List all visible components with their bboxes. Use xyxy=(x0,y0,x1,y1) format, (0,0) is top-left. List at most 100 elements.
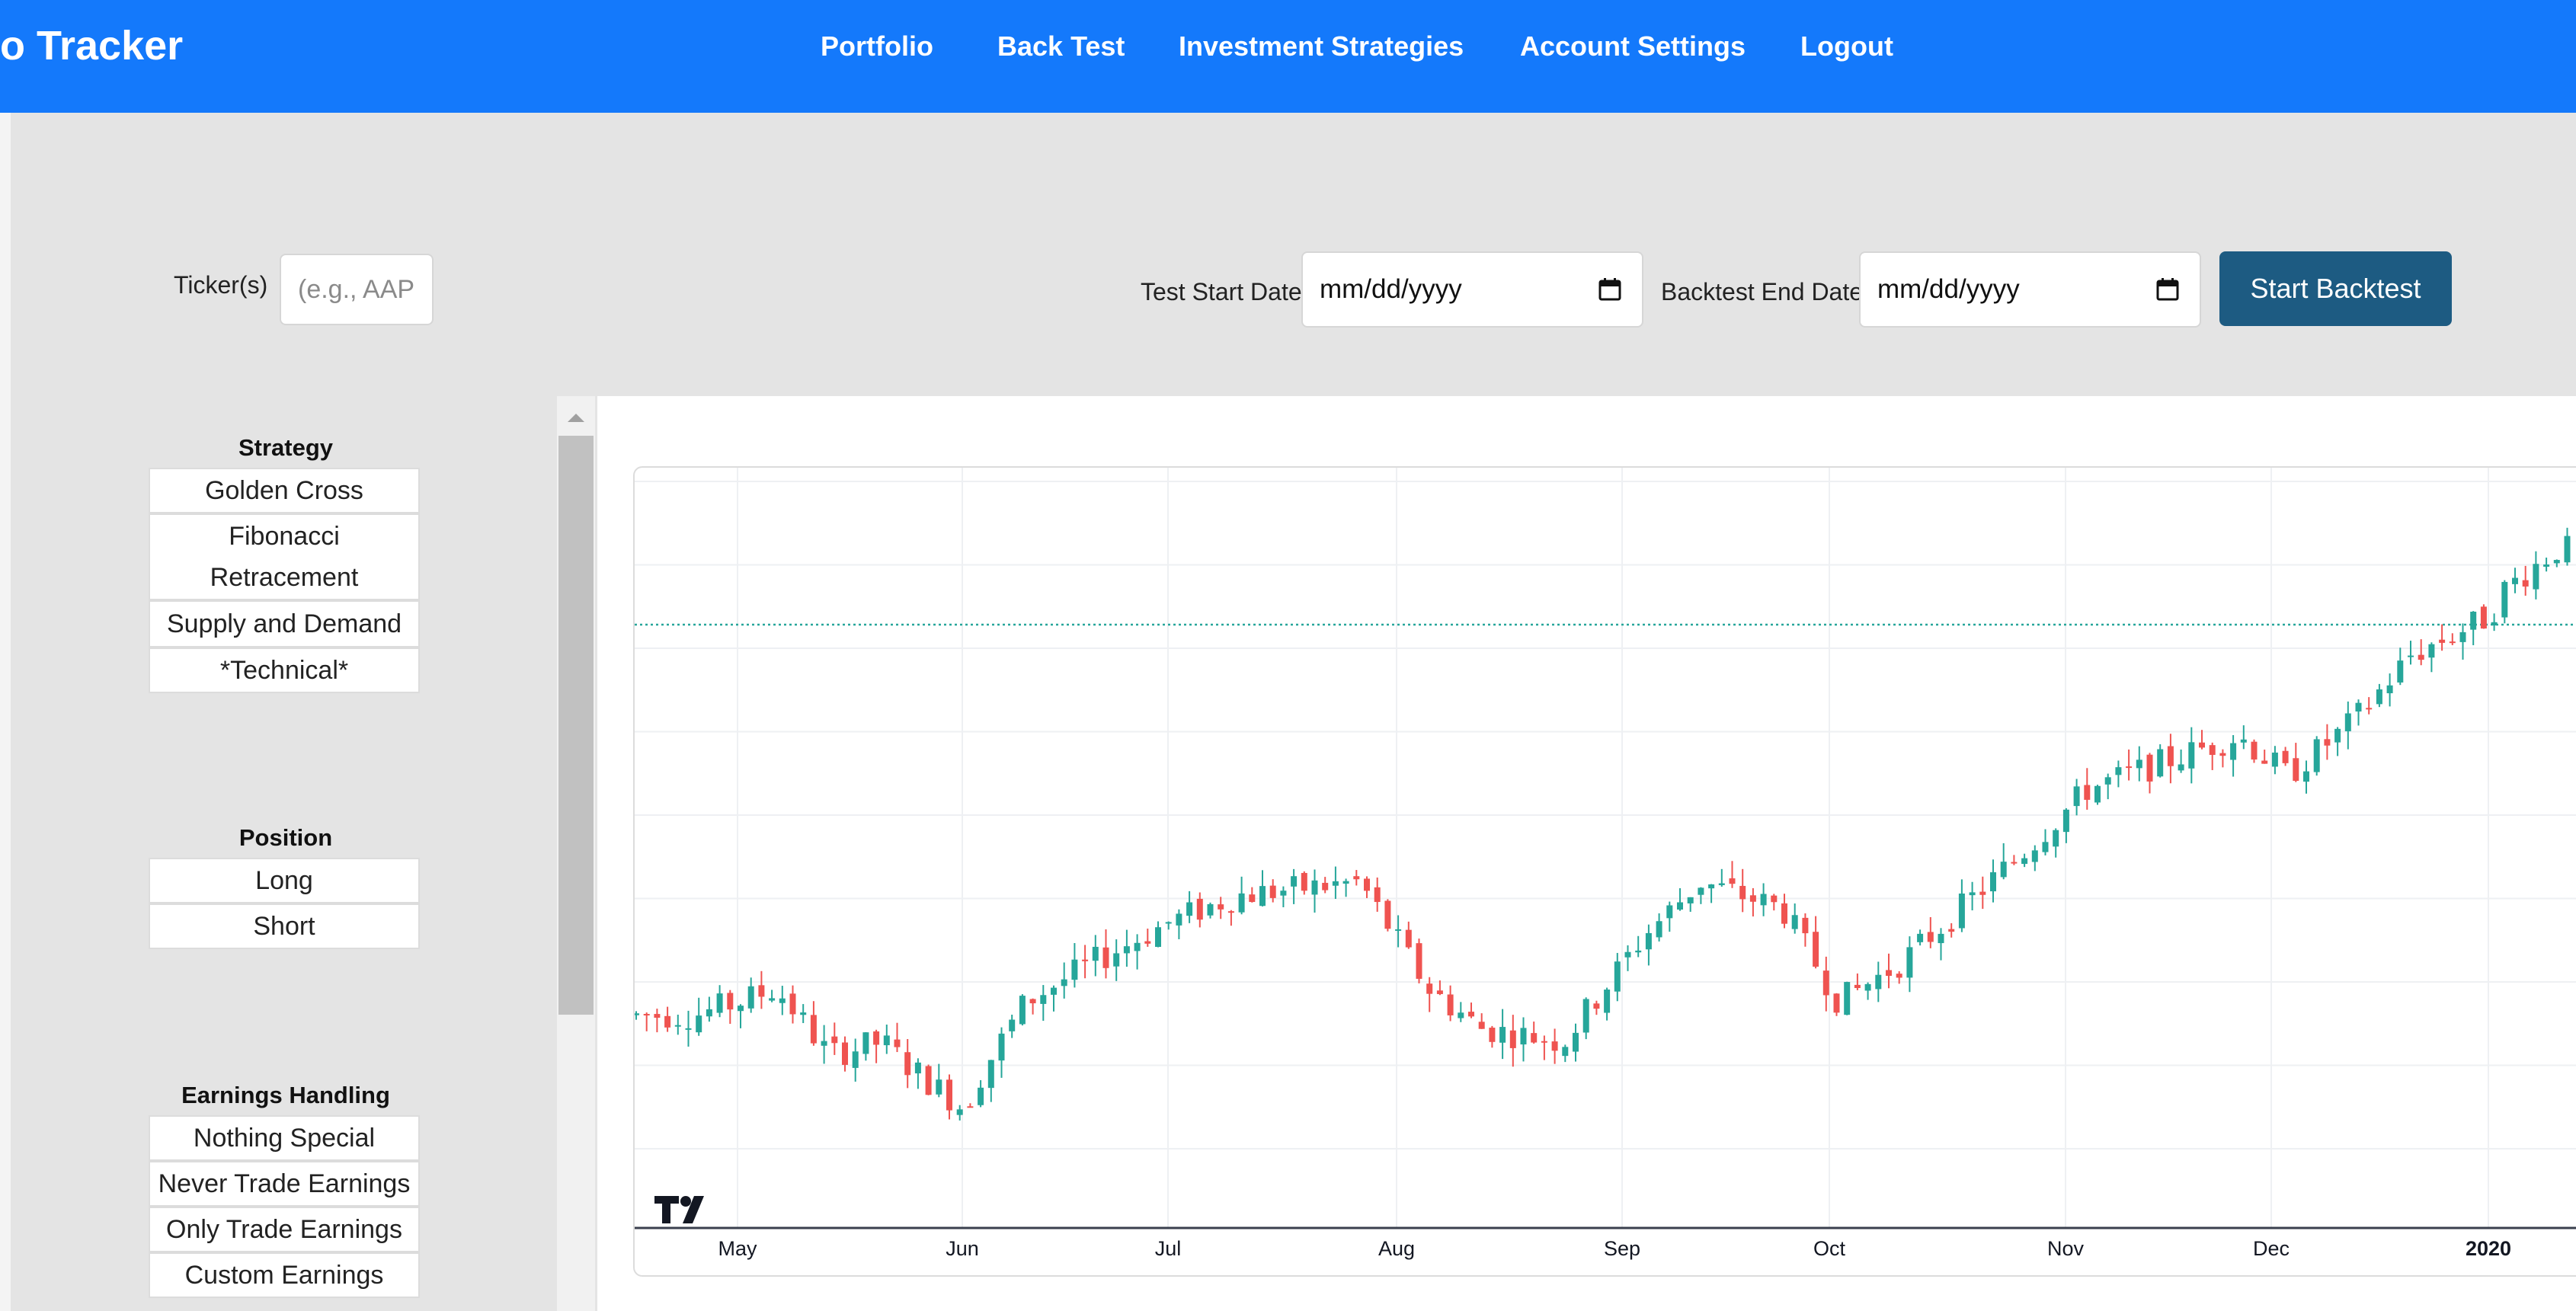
candle-up xyxy=(1123,946,1130,954)
candle-up xyxy=(1718,883,1725,885)
candle-up xyxy=(1395,929,1402,931)
candle-down xyxy=(2084,785,2091,800)
candle-up xyxy=(1499,1027,1506,1043)
position-option-long[interactable]: Long xyxy=(149,858,420,903)
calendar-icon[interactable] xyxy=(1598,277,1622,302)
candle-down xyxy=(2126,766,2133,769)
candle-up xyxy=(2313,739,2320,772)
candle-up xyxy=(2397,660,2404,683)
candle-up xyxy=(2042,842,2049,852)
start-date-input[interactable]: mm/dd/yyyy xyxy=(1301,251,1643,328)
strategy-option-fibonacci[interactable]: Fibonacci Retracement xyxy=(149,513,420,600)
candle-up xyxy=(2470,611,2477,630)
candle-down xyxy=(758,985,765,997)
start-backtest-button[interactable]: Start Backtest xyxy=(2219,251,2452,326)
candle-up xyxy=(1342,881,1349,884)
candle-up xyxy=(635,1013,639,1015)
candle-up xyxy=(862,1032,869,1054)
candle-down xyxy=(1489,1028,1496,1042)
end-date-input[interactable]: mm/dd/yyyy xyxy=(1859,251,2201,328)
candle-up xyxy=(800,1012,807,1015)
candle-down xyxy=(1322,882,1329,891)
chart-scrollbar[interactable] xyxy=(557,396,595,1311)
calendar-icon[interactable] xyxy=(2155,277,2180,302)
x-tick-label: Dec xyxy=(2253,1237,2290,1260)
earnings-title: Earnings Handling xyxy=(181,1082,390,1108)
candle-down xyxy=(2480,606,2487,629)
candlestick-chart[interactable]: May Jun Jul Aug Sep Oct Nov Dec 2020 xyxy=(633,466,2576,1277)
candle-down xyxy=(643,1014,650,1016)
candle-up xyxy=(2491,622,2498,626)
candle-down xyxy=(2167,746,2174,766)
nav-link-investment-strategies[interactable]: Investment Strategies xyxy=(1179,30,1464,62)
candle-up xyxy=(1259,886,1266,907)
candle-up xyxy=(2271,752,2278,767)
x-tick-label: Oct xyxy=(1813,1237,1846,1260)
candle-up xyxy=(978,1087,984,1105)
candle-up xyxy=(769,998,776,1001)
candle-down xyxy=(1353,876,1360,880)
candle-up xyxy=(1458,1012,1464,1018)
candle-down xyxy=(1896,974,1902,978)
x-tick-label: Aug xyxy=(1378,1237,1415,1260)
nav-link-logout[interactable]: Logout xyxy=(1800,30,1893,62)
candle-up xyxy=(2344,713,2351,731)
x-tick-label: Sep xyxy=(1604,1237,1640,1260)
candle-down xyxy=(2439,639,2446,643)
candle-up xyxy=(1656,921,1662,938)
candle-down xyxy=(1802,917,1809,934)
candle-up xyxy=(1040,995,1047,1004)
earnings-option-custom[interactable]: Custom Earnings xyxy=(149,1252,420,1298)
candle-down xyxy=(1948,929,1955,932)
earnings-option-never-trade[interactable]: Never Trade Earnings xyxy=(149,1161,420,1207)
strategy-option-technical[interactable]: *Technical* xyxy=(149,648,420,693)
candle-up xyxy=(1134,942,1141,951)
candle-down xyxy=(1813,932,1819,967)
strategy-option-golden-cross[interactable]: Golden Cross xyxy=(149,468,420,513)
candle-down xyxy=(1927,932,1934,942)
scrollbar-thumb[interactable] xyxy=(558,436,594,1015)
candle-up xyxy=(1604,990,1611,1013)
position-option-short[interactable]: Short xyxy=(149,903,420,949)
candle-up xyxy=(1573,1032,1579,1052)
nav-link-portfolio[interactable]: Portfolio xyxy=(821,30,933,62)
start-date-value: mm/dd/yyyy xyxy=(1320,274,1462,304)
candle-up xyxy=(1906,947,1913,978)
earnings-option-nothing-special[interactable]: Nothing Special xyxy=(149,1115,420,1161)
candle-up xyxy=(716,993,723,1013)
candle-up xyxy=(1238,893,1245,913)
strategy-option-supply-demand[interactable]: Supply and Demand xyxy=(149,600,420,648)
ticker-input[interactable] xyxy=(280,254,434,325)
earnings-option-only-trade[interactable]: Only Trade Earnings xyxy=(149,1207,420,1252)
candle-down xyxy=(1541,1041,1547,1043)
candle-down xyxy=(1468,1012,1474,1017)
left-edge-strip xyxy=(0,113,11,1311)
candle-down xyxy=(1301,872,1307,891)
candle-down xyxy=(1029,999,1036,1004)
candle-up xyxy=(936,1079,942,1095)
candle-down xyxy=(2522,580,2529,587)
end-date-label: Backtest End Date xyxy=(1661,278,1864,305)
candle-up xyxy=(1666,905,1673,919)
candle-down xyxy=(2366,708,2373,710)
candle-down xyxy=(1405,929,1412,948)
candle-up xyxy=(2376,689,2382,705)
candle-down xyxy=(2011,862,2018,864)
candle-down xyxy=(1196,898,1203,920)
position-title: Position xyxy=(238,824,333,851)
nav-link-account-settings[interactable]: Account Settings xyxy=(1520,30,1746,62)
candle-up xyxy=(1687,897,1694,903)
nav-link-back-test[interactable]: Back Test xyxy=(997,30,1125,62)
candle-up xyxy=(685,1028,692,1030)
brand-title[interactable]: o Tracker xyxy=(0,23,184,69)
candle-up xyxy=(2564,536,2571,563)
candle-down xyxy=(1082,959,1089,961)
candle-up xyxy=(2428,644,2435,658)
candle-down xyxy=(1531,1033,1538,1043)
candle-up xyxy=(1019,996,1026,1025)
candle-down xyxy=(1822,970,1829,996)
candle-up xyxy=(1698,887,1704,895)
triangle-up-icon[interactable] xyxy=(557,404,595,431)
candle-down xyxy=(2251,741,2258,760)
candle-up xyxy=(2188,742,2195,769)
